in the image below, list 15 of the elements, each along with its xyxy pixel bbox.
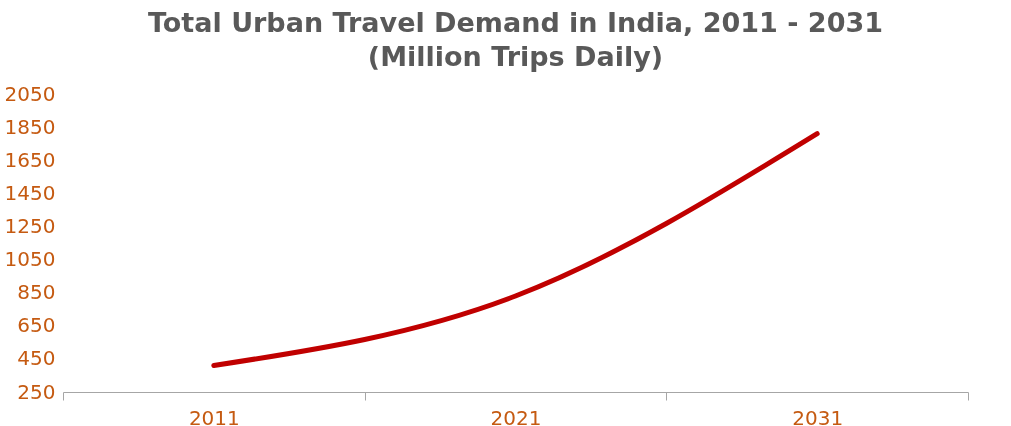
x-tick-label: 2011 [188, 405, 240, 426]
y-tick-label: 1450 [4, 180, 56, 205]
y-tick-label: 250 [17, 379, 56, 404]
y-tick-label: 1250 [4, 213, 56, 238]
x-tick-label: 2031 [792, 405, 844, 426]
y-tick-label: 1850 [4, 114, 56, 139]
y-tick-label: 2050 [4, 81, 56, 106]
text: (Million Trips Daily) [367, 41, 664, 72]
x-tick-label: 2021 [490, 405, 542, 426]
y-tick-label: 1050 [4, 247, 56, 272]
y-tick-label: 1650 [4, 147, 56, 172]
y-tick-label: 650 [17, 313, 56, 338]
y-tick-label: 850 [17, 280, 56, 305]
y-tick-label: 450 [17, 346, 56, 371]
text: Total Urban Travel Demand in India, 2011 - 2031 [147, 7, 884, 38]
